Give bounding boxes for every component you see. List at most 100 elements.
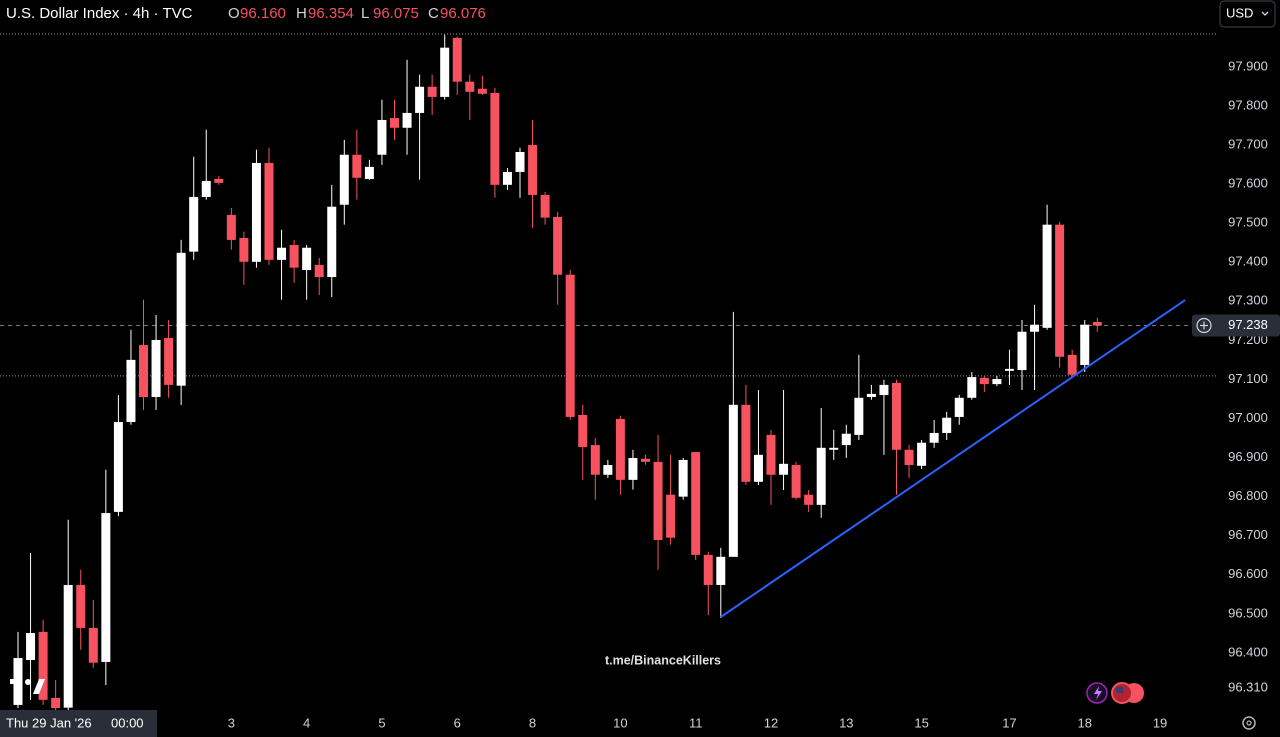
dropdown-chevron xyxy=(1261,11,1269,16)
candle-body xyxy=(88,627,98,663)
candle-body xyxy=(76,584,86,628)
ohlc-key: O xyxy=(228,5,240,22)
candle-body xyxy=(314,264,324,278)
candle-body xyxy=(678,459,688,497)
logo-part xyxy=(10,679,22,694)
candle-body xyxy=(728,404,738,557)
x-tick-label: 18 xyxy=(1078,715,1092,730)
candle-body xyxy=(1042,224,1052,328)
candle-body xyxy=(1017,331,1027,371)
currency-button[interactable] xyxy=(1219,0,1276,28)
candle-body xyxy=(126,359,136,423)
candle-body xyxy=(1030,324,1040,332)
x-tick-label: 8 xyxy=(529,715,536,730)
candle-body xyxy=(427,86,437,97)
candle-body xyxy=(415,86,425,113)
x-tick-label: 5 xyxy=(378,715,385,730)
candle-body xyxy=(641,458,650,462)
candle-body xyxy=(452,37,462,82)
candle-body xyxy=(364,166,374,179)
add-alert-icon[interactable] xyxy=(1196,317,1212,334)
candle-body xyxy=(302,247,312,271)
ohlc-value: 96.160 xyxy=(240,5,286,22)
candle-body xyxy=(490,92,500,185)
candle-body xyxy=(854,397,864,435)
candle-body xyxy=(277,247,287,260)
y-tick-label: 97.300 xyxy=(1228,293,1268,308)
candle-body xyxy=(540,194,550,218)
x-tick-label: 10 xyxy=(613,715,627,730)
y-tick-label: 96.700 xyxy=(1228,527,1268,542)
ohlc-key: H xyxy=(296,5,307,22)
candle-body xyxy=(251,162,261,262)
candle-body xyxy=(691,452,701,555)
lightning-bolt xyxy=(1094,686,1102,700)
gear-center xyxy=(1246,720,1252,726)
candle-body xyxy=(979,377,989,385)
candle-body xyxy=(1067,354,1077,375)
candle-body xyxy=(992,379,1002,385)
currency-label: USD xyxy=(1226,5,1253,20)
last-price-label: 97.238 xyxy=(1228,317,1268,332)
candle-body xyxy=(590,445,600,475)
x-tick-label: 3 xyxy=(228,715,235,730)
candle-body xyxy=(615,418,625,480)
candle-body xyxy=(528,144,538,195)
crosshair-date-box xyxy=(0,710,157,737)
candle-body xyxy=(741,404,751,482)
y-tick-label: 97.400 xyxy=(1228,254,1268,269)
candle-body xyxy=(879,384,889,396)
candle-body xyxy=(264,162,274,260)
price-axis xyxy=(1216,0,1280,737)
x-tick-label: 6 xyxy=(454,715,461,730)
ohlc-value: 96.354 xyxy=(308,5,354,22)
candle-body xyxy=(214,178,224,183)
y-tick-label: 96.600 xyxy=(1228,566,1268,581)
candle-body xyxy=(101,513,111,662)
x-tick-label: 13 xyxy=(839,715,853,730)
logo-part xyxy=(33,679,45,694)
candle-body xyxy=(26,633,36,660)
settings-icon[interactable] xyxy=(1242,716,1256,730)
y-tick-label: 97.100 xyxy=(1228,371,1268,386)
candle-body xyxy=(791,464,801,498)
chart-title: U.S. Dollar Index · 4h · TVC xyxy=(6,5,193,22)
last-price-box xyxy=(1192,314,1280,337)
candle-body xyxy=(628,457,638,480)
candle-body xyxy=(477,88,487,94)
candle-body xyxy=(804,494,814,505)
x-tick-label: 12 xyxy=(764,715,778,730)
candle-body xyxy=(666,494,676,538)
candle-body xyxy=(716,556,726,585)
candle-body xyxy=(1080,324,1090,365)
y-tick-label: 97.900 xyxy=(1228,58,1268,73)
candle-body xyxy=(151,339,161,398)
trendline xyxy=(720,299,1186,618)
candle-body xyxy=(327,206,337,278)
logo-part xyxy=(25,679,31,685)
candle-body xyxy=(201,180,211,197)
ohlc-value: 96.076 xyxy=(440,5,486,22)
y-tick-label: 96.500 xyxy=(1228,605,1268,620)
ohlc-value: 96.075 xyxy=(373,5,419,22)
flag-canton xyxy=(1116,687,1123,693)
candle-body xyxy=(829,447,839,450)
candle-body xyxy=(339,154,349,205)
ohlc-key: L xyxy=(361,5,369,22)
candle-body xyxy=(753,454,763,482)
candle-body xyxy=(289,245,299,268)
y-tick-label: 97.800 xyxy=(1228,97,1268,112)
candle-body xyxy=(465,81,475,92)
candle-body xyxy=(63,584,73,708)
x-tick-label: 17 xyxy=(1002,715,1016,730)
y-tick-label: 96.310 xyxy=(1228,680,1268,695)
candle-body xyxy=(866,393,876,398)
candle-body xyxy=(967,377,977,398)
y-tick-label: 97.700 xyxy=(1228,136,1268,151)
candle-body xyxy=(553,216,563,275)
candle-body xyxy=(954,397,964,417)
candle-body xyxy=(841,433,851,446)
